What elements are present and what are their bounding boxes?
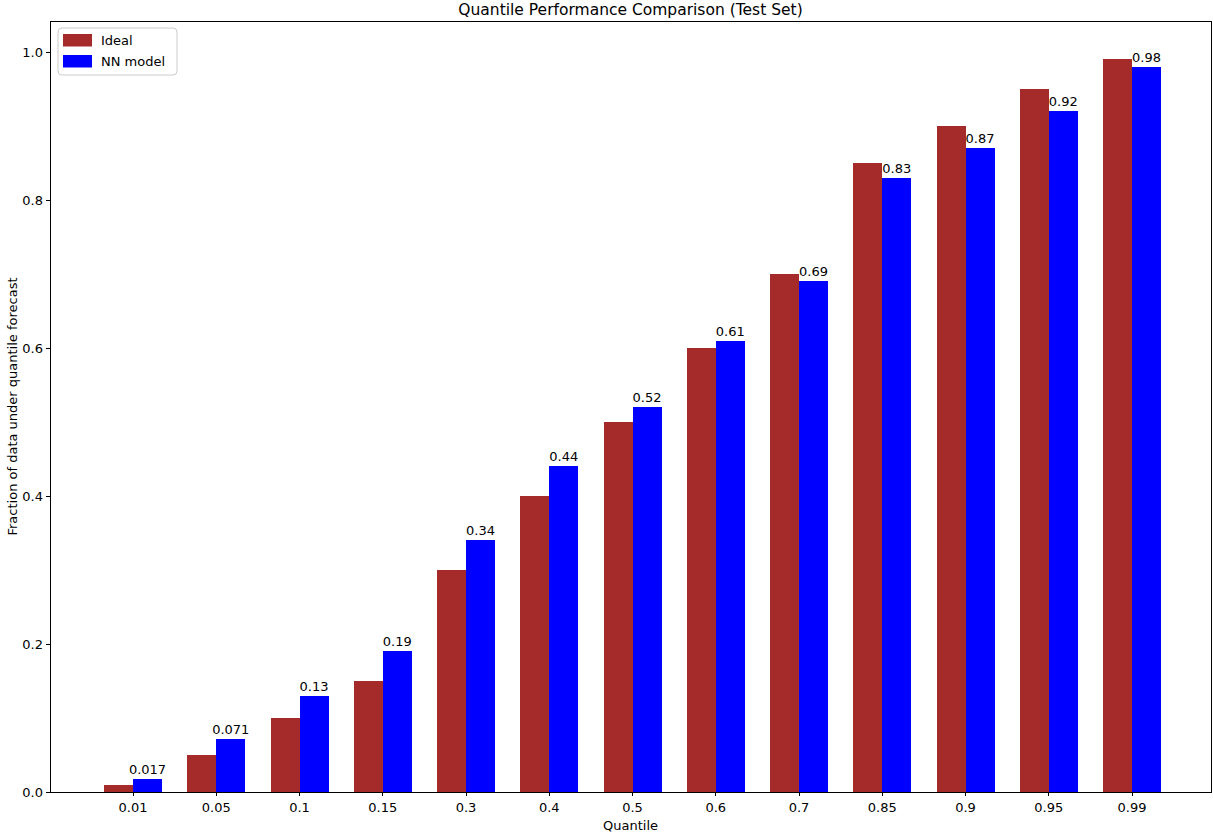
bar-nn-model-0.1 bbox=[300, 696, 329, 792]
bar-value-label: 0.44 bbox=[549, 449, 578, 464]
legend: Ideal NN model bbox=[58, 28, 177, 75]
x-tick-label: 0.1 bbox=[289, 800, 310, 815]
bar-value-label: 0.071 bbox=[212, 722, 249, 737]
x-tick-label: 0.01 bbox=[119, 800, 148, 815]
y-axis-label: Fraction of data under quantile forecast bbox=[5, 277, 20, 535]
x-tick-label: 0.95 bbox=[1034, 800, 1063, 815]
x-tick-label: 0.7 bbox=[789, 800, 810, 815]
x-tick-label: 0.9 bbox=[955, 800, 976, 815]
bar-value-label: 0.19 bbox=[383, 634, 412, 649]
quantile-bar-chart: 0.017 0.071 0.13 0.19 0.34 0.44 0.52 0.61 0.69 0.… bbox=[0, 0, 1213, 835]
bar-nn-model-0.4 bbox=[549, 466, 578, 792]
bar-value-label: 0.69 bbox=[799, 264, 828, 279]
bar-ideal-0.5 bbox=[604, 422, 633, 792]
bar-value-label: 0.92 bbox=[1049, 94, 1078, 109]
x-tick-label: 0.05 bbox=[202, 800, 231, 815]
bar-ideal-0.3 bbox=[437, 570, 466, 792]
x-axis: 0.01 0.05 0.1 0.15 0.3 0.4 0.5 0.6 0.7 0.85 0.9 0.9… bbox=[119, 792, 1147, 815]
legend-label: Ideal bbox=[101, 33, 133, 48]
bar-ideal-0.4 bbox=[520, 496, 549, 792]
bar-ideal-0.15 bbox=[354, 681, 383, 792]
bar-nn-model-0.95 bbox=[1049, 111, 1078, 792]
bar-ideal-0.1 bbox=[271, 718, 300, 792]
bar-ideal-0.99 bbox=[1103, 59, 1132, 792]
chart-title: Quantile Performance Comparison (Test Se… bbox=[458, 1, 802, 19]
y-tick-label: 0.8 bbox=[22, 193, 43, 208]
x-tick-label: 0.6 bbox=[705, 800, 726, 815]
bar-nn-model-0.01 bbox=[133, 779, 162, 792]
y-tick-label: 0.6 bbox=[22, 341, 43, 356]
x-axis-label: Quantile bbox=[603, 818, 658, 833]
bar-nn-model-0.85 bbox=[882, 178, 911, 792]
bar-value-label: 0.017 bbox=[129, 762, 166, 777]
bar-nn-model-0.9 bbox=[966, 148, 995, 792]
bar-value-label: 0.98 bbox=[1132, 50, 1161, 65]
figure: 0.017 0.071 0.13 0.19 0.34 0.44 0.52 0.61 0.69 0.… bbox=[0, 0, 1213, 835]
bar-ideal-0.05 bbox=[187, 755, 216, 792]
x-tick-label: 0.4 bbox=[539, 800, 560, 815]
bar-nn-model-0.15 bbox=[383, 651, 412, 792]
bar-ideal-0.85 bbox=[853, 163, 882, 792]
x-tick-label: 0.85 bbox=[868, 800, 897, 815]
bar-ideal-0.7 bbox=[770, 274, 799, 792]
bar-ideal-0.6 bbox=[687, 348, 716, 792]
bar-nn-model-0.7 bbox=[799, 281, 828, 792]
x-tick-label: 0.5 bbox=[622, 800, 643, 815]
legend-label: NN model bbox=[101, 54, 165, 69]
y-tick-label: 0.2 bbox=[22, 637, 43, 652]
bar-value-label: 0.34 bbox=[466, 523, 495, 538]
y-tick-label: 0.0 bbox=[22, 785, 43, 800]
bar-nn-model-0.3 bbox=[466, 540, 495, 792]
bar-ideal-0.01 bbox=[104, 785, 133, 792]
bar-value-label: 0.61 bbox=[716, 324, 745, 339]
bar-value-label: 0.52 bbox=[633, 390, 662, 405]
y-axis: 0.0 0.2 0.4 0.6 0.8 1.0 bbox=[22, 45, 50, 800]
bar-nn-model-0.99 bbox=[1132, 67, 1161, 792]
x-tick-label: 0.99 bbox=[1118, 800, 1147, 815]
legend-swatch-nn-model bbox=[63, 55, 92, 68]
x-tick-label: 0.15 bbox=[368, 800, 397, 815]
bar-ideal-0.95 bbox=[1020, 89, 1049, 792]
bar-nn-model-0.6 bbox=[716, 341, 745, 792]
bar-value-label: 0.87 bbox=[966, 131, 995, 146]
legend-swatch-ideal bbox=[63, 34, 92, 47]
y-tick-label: 0.4 bbox=[22, 489, 43, 504]
bar-nn-model-0.5 bbox=[633, 407, 662, 792]
bars-group bbox=[104, 59, 1161, 792]
y-tick-label: 1.0 bbox=[22, 45, 43, 60]
bar-nn-model-0.05 bbox=[216, 739, 245, 792]
x-tick-label: 0.3 bbox=[456, 800, 477, 815]
bar-value-label: 0.13 bbox=[300, 679, 329, 694]
bar-value-label: 0.83 bbox=[882, 161, 911, 176]
bar-ideal-0.9 bbox=[937, 126, 966, 792]
